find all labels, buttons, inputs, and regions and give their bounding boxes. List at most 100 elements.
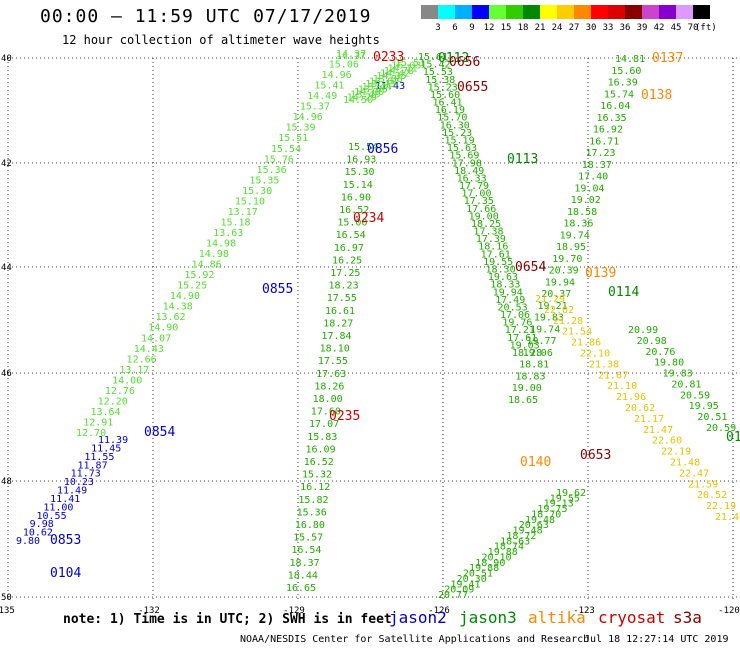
wave-height-value: 19.03 (510, 340, 540, 351)
scale-label: 39 (636, 23, 648, 33)
wave-height-value: 15.37 (300, 102, 330, 113)
wave-height-value: 16.04 (600, 101, 630, 112)
wave-height-value: 14.96 (293, 112, 323, 123)
wave-height-value: 21.59 (688, 479, 718, 490)
wave-height-value: 15.69 (449, 151, 479, 162)
wave-height-value: 11.43 (375, 81, 405, 92)
wave-height-value: 17.55 (318, 356, 348, 367)
wave-height-value: 15.76 (264, 154, 294, 165)
wave-height-value: 19.04 (574, 183, 604, 194)
wave-height-value: 20.98 (637, 336, 667, 347)
wave-height-value: 15.51 (395, 58, 425, 69)
latitude-label: 50 (1, 593, 12, 603)
wave-height-value: 15.18 (220, 217, 250, 228)
pass-time-label: 0853 (50, 533, 81, 548)
wave-height-value: 14.81 (615, 54, 645, 65)
wave-height-value: 19.13 (544, 499, 574, 510)
wave-height-value: 16.71 (589, 136, 619, 147)
wave-height-value: 17.23 (585, 148, 615, 159)
wave-height-value: 19.06 (523, 348, 553, 359)
wave-height-value: 17.38 (473, 227, 503, 238)
wave-height-value: 13.88 (373, 74, 403, 85)
wave-height-value: 18.65 (508, 395, 538, 406)
pass-time-label: 0234 (353, 211, 384, 226)
wave-height-value: 16.54 (336, 230, 366, 241)
pass-time-label: 0140 (520, 455, 551, 470)
page-subtitle: 12 hour collection of altimeter wave hei… (62, 33, 380, 47)
pass-time-label: 0233 (373, 50, 404, 65)
wave-height-value: 18.70 (531, 509, 561, 520)
wave-height-value: 19.00 (512, 383, 542, 394)
note-text: note: 1) Time is in UTC; 2) SWH is in fe… (63, 612, 392, 627)
wave-height-value: 16.97 (334, 243, 364, 254)
wave-height-value: 11.55 (84, 452, 114, 463)
wave-height-value: 19.21 (538, 301, 568, 312)
wave-height-value: 14.90 (170, 291, 200, 302)
wave-height-value: 15.53 (423, 67, 453, 78)
wave-height-value: 14.35 (376, 71, 406, 82)
wave-height-value: 14.90 (148, 323, 178, 334)
wave-height-value: 16.35 (597, 113, 627, 124)
scale-swatch (659, 5, 676, 19)
wave-height-value: 15.10 (235, 196, 265, 207)
wave-height-value: 18.10 (320, 344, 350, 355)
scale-label: 24 (551, 23, 563, 33)
wave-height-value: 21.54 (562, 327, 592, 338)
wave-height-value: 19.74 (560, 230, 590, 241)
wave-height-value: 18.72 (506, 531, 536, 542)
wave-height-value: 20.52 (697, 490, 727, 501)
wave-height-value: 9.98 (30, 519, 54, 530)
wave-height-value: 14.38 (163, 302, 193, 313)
wave-height-value: 14.50 (343, 95, 373, 106)
wave-height-value: 18.26 (314, 381, 344, 392)
wave-height-value: 16.41 (432, 98, 462, 109)
wave-height-value: 13.63 (213, 228, 243, 239)
wave-height-observations: 9.8010.629.9810.5511.0011.4111.4910.2311… (16, 49, 740, 601)
wave-height-value: 13.49 (350, 90, 380, 101)
wave-height-value: 18.58 (567, 207, 597, 218)
wave-height-value: 15.06 (329, 60, 359, 71)
wave-height-value: 18.44 (288, 570, 318, 581)
wave-height-value: 16.33 (457, 173, 487, 184)
wave-height-value: 20.59 (706, 423, 736, 434)
pass-time-label: 0112 (438, 51, 469, 66)
wave-height-value: 10.62 (23, 528, 53, 539)
wave-height-value: 15.23 (428, 82, 458, 93)
pass-time-label: 0855 (262, 282, 293, 297)
wave-height-value: 10.55 (37, 511, 67, 522)
wave-height-value: 15.57 (293, 533, 323, 544)
wave-height-value: 15.00 (337, 218, 367, 229)
wave-height-value: 20.81 (671, 379, 701, 390)
pass-time-label: 0856 (367, 142, 398, 157)
scale-label: 6 (452, 23, 458, 33)
wave-height-value: 19.48 (513, 526, 543, 537)
wave-height-value: 20.53 (498, 302, 528, 313)
wave-height-value: 19.75 (537, 504, 567, 515)
wave-height-value: 18.25 (471, 219, 501, 230)
wave-height-value: 20.10 (481, 552, 511, 563)
pass-time-label: 0104 (50, 566, 81, 581)
wave-height-value: 15.36 (257, 165, 287, 176)
legend-cryosat: cryosat (598, 608, 666, 627)
longitude-label: -129 (283, 606, 305, 616)
scale-swatch (421, 5, 438, 19)
wave-height-value: 17.79 (459, 181, 489, 192)
wave-height-value: 15.32 (302, 470, 332, 481)
wave-height-value: 19.62 (556, 488, 586, 499)
wave-height-value: 16.52 (339, 205, 369, 216)
pass-time-label: 0854 (144, 425, 175, 440)
wave-height-value: 19.77 (526, 336, 556, 347)
page-title: 00:00 – 11:59 UTC 07/17/2019 (40, 6, 372, 27)
scale-label: 36 (619, 23, 631, 33)
scale-label: 21 (534, 23, 546, 33)
wave-height-value: 16.12 (300, 482, 330, 493)
wave-height-value: 20.30 (457, 574, 487, 585)
wave-height-value: 18.00 (313, 394, 343, 405)
wave-height-value: 16.09 (305, 444, 335, 455)
wave-height-value: 12.76 (105, 386, 135, 397)
wave-height-value: 13.62 (155, 312, 185, 323)
wave-height-value: 11.73 (71, 469, 101, 480)
wave-height-value: 19.00 (469, 211, 499, 222)
scale-label: 27 (568, 23, 580, 33)
